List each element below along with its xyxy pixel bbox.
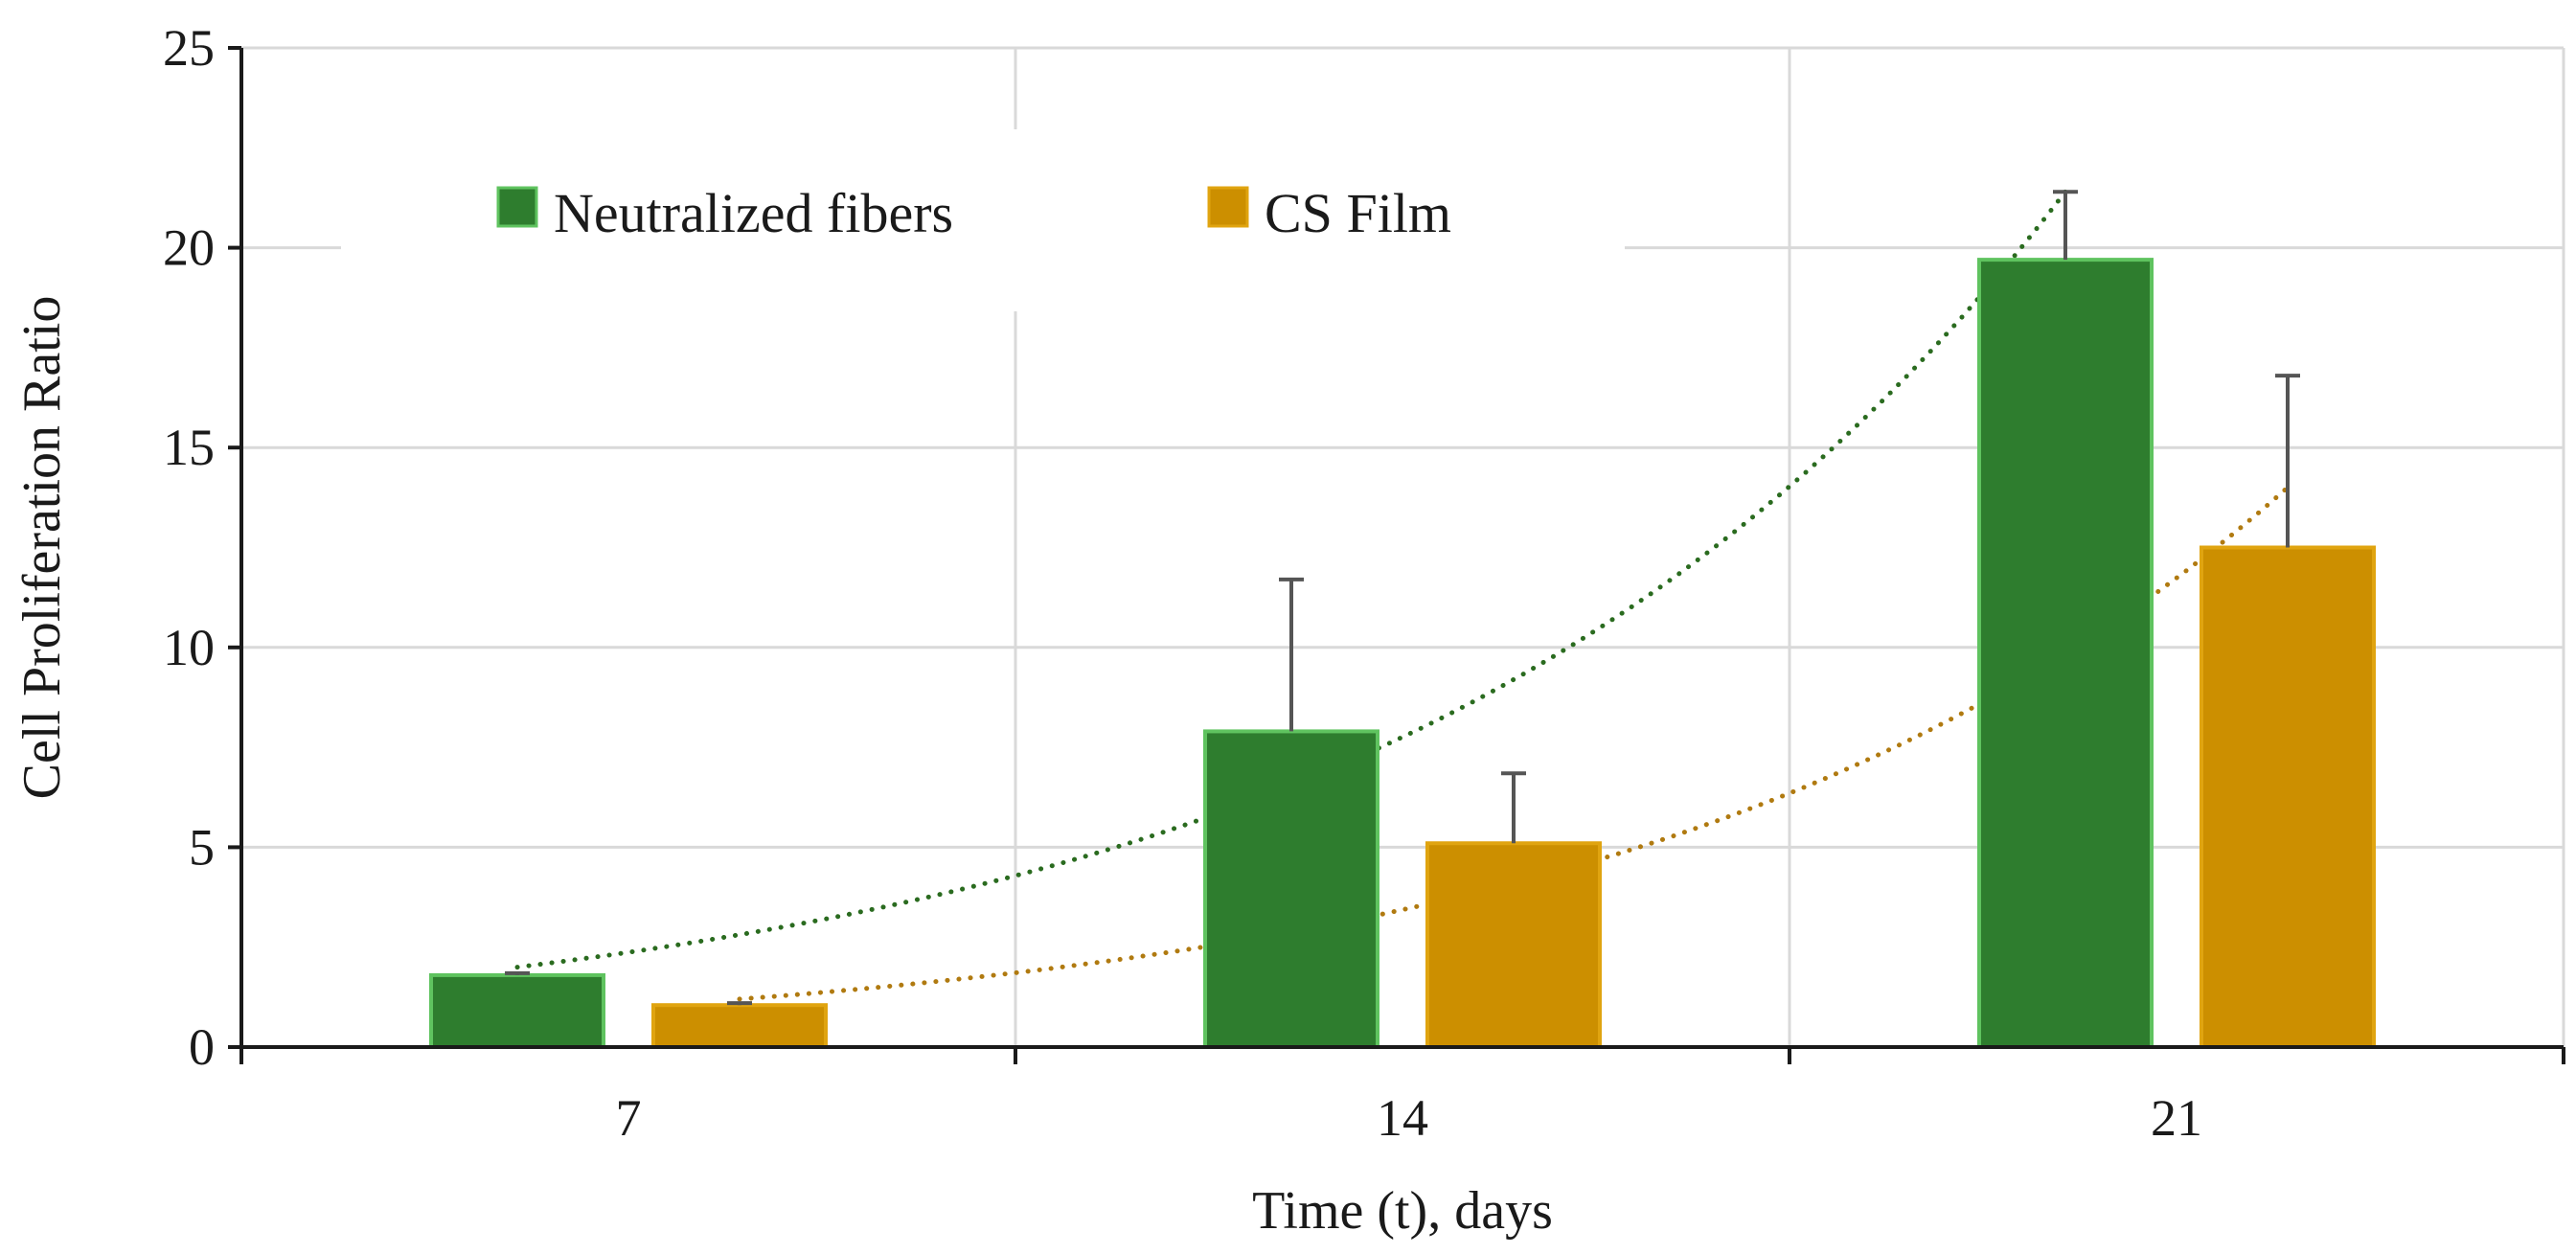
y-tick-label-20: 20 bbox=[163, 219, 215, 277]
trendlines bbox=[514, 189, 2291, 1002]
bar-neutralized-fibers-14 bbox=[1203, 729, 1379, 1049]
legend-label-cs-film: CS Film bbox=[1265, 182, 1451, 244]
bar-cs-film-14 bbox=[1425, 841, 1602, 1050]
x-tick-label-21: 21 bbox=[2151, 1089, 2202, 1147]
y-tick-label-10: 10 bbox=[163, 619, 215, 676]
legend-swatch-neutralized-fibers bbox=[496, 186, 538, 228]
legend-background bbox=[341, 129, 1625, 311]
bar-cs-film-21 bbox=[2200, 545, 2376, 1049]
x-tick-label-14: 14 bbox=[1377, 1089, 1428, 1147]
x-tick-label-7: 7 bbox=[616, 1089, 642, 1147]
trendline-neutralized-fibers bbox=[514, 189, 2068, 970]
bar-cs-film-7 bbox=[651, 1003, 828, 1049]
x-axis-title: Time (t), days bbox=[1252, 1181, 1553, 1241]
bar-neutralized-fibers-7 bbox=[429, 972, 605, 1049]
legend: Neutralized fibers CS Film bbox=[341, 129, 1625, 311]
bars bbox=[429, 258, 2376, 1050]
legend-label-neutralized-fibers: Neutralized fibers bbox=[554, 182, 953, 244]
legend-swatch-cs-film bbox=[1207, 186, 1249, 228]
axes: 0 5 10 15 20 25 7 14 21 bbox=[163, 19, 2565, 1147]
y-axis-title: Cell Proliferation Ratio bbox=[12, 296, 72, 800]
y-tick-label-25: 25 bbox=[163, 19, 215, 77]
y-tick-label-15: 15 bbox=[163, 419, 215, 476]
y-tick-label-0: 0 bbox=[189, 1018, 215, 1076]
error-bars bbox=[505, 190, 2300, 1006]
bar-neutralized-fibers-21 bbox=[1977, 258, 2154, 1049]
y-tick-label-5: 5 bbox=[189, 818, 215, 876]
